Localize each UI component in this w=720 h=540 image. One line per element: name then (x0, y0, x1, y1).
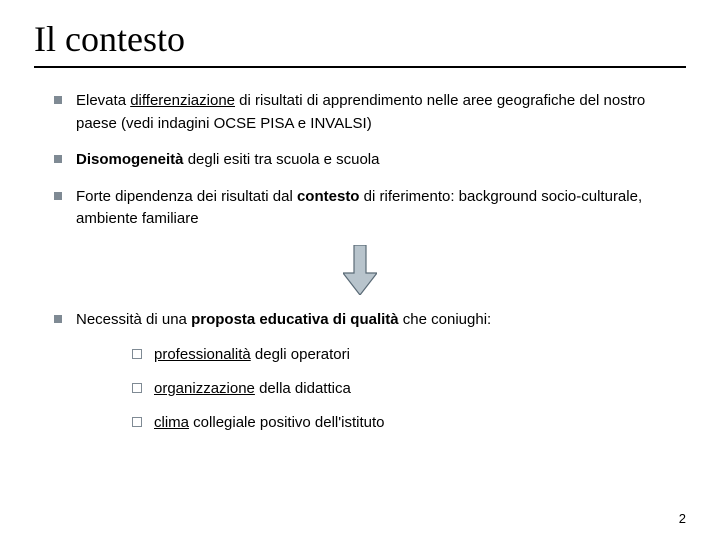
text-strong: proposta educativa di qualità (191, 311, 399, 328)
text-underline: differenziazione (130, 92, 235, 109)
title-rule (34, 66, 686, 68)
text: che coniughi: (399, 311, 492, 328)
bullet-item-4: Necessità di una proposta educativa di q… (54, 309, 686, 436)
text-underline: professionalità (154, 346, 251, 363)
bullet-list: Elevata differenziazione di risultati di… (34, 90, 686, 231)
sub-bullet-list: professionalità degli operatori organizz… (76, 343, 686, 435)
text-strong: contesto (297, 188, 360, 205)
sub-bullet-1: professionalità degli operatori (132, 343, 686, 367)
text-strong: Disomogeneità (76, 151, 184, 168)
sub-bullet-2: organizzazione della didattica (132, 377, 686, 401)
bullet-item-1: Elevata differenziazione di risultati di… (54, 90, 686, 135)
page-number: 2 (679, 511, 686, 526)
slide-title: Il contesto (34, 18, 686, 60)
text: Elevata (76, 92, 130, 109)
text-underline: clima (154, 414, 189, 431)
text-underline: organizzazione (154, 380, 255, 397)
text: degli operatori (251, 346, 350, 363)
down-arrow-icon (343, 245, 377, 295)
text: Necessità di una (76, 311, 191, 328)
bullet-item-3: Forte dipendenza dei risultati dal conte… (54, 186, 686, 231)
text: Forte dipendenza dei risultati dal (76, 188, 297, 205)
sub-bullet-3: clima collegiale positivo dell'istituto (132, 411, 686, 435)
text: degli esiti tra scuola e scuola (184, 151, 380, 168)
bullet-list-2: Necessità di una proposta educativa di q… (34, 309, 686, 436)
arrow-container (34, 245, 686, 295)
bullet-item-2: Disomogeneità degli esiti tra scuola e s… (54, 149, 686, 172)
text: della didattica (255, 380, 351, 397)
text: collegiale positivo dell'istituto (189, 414, 384, 431)
